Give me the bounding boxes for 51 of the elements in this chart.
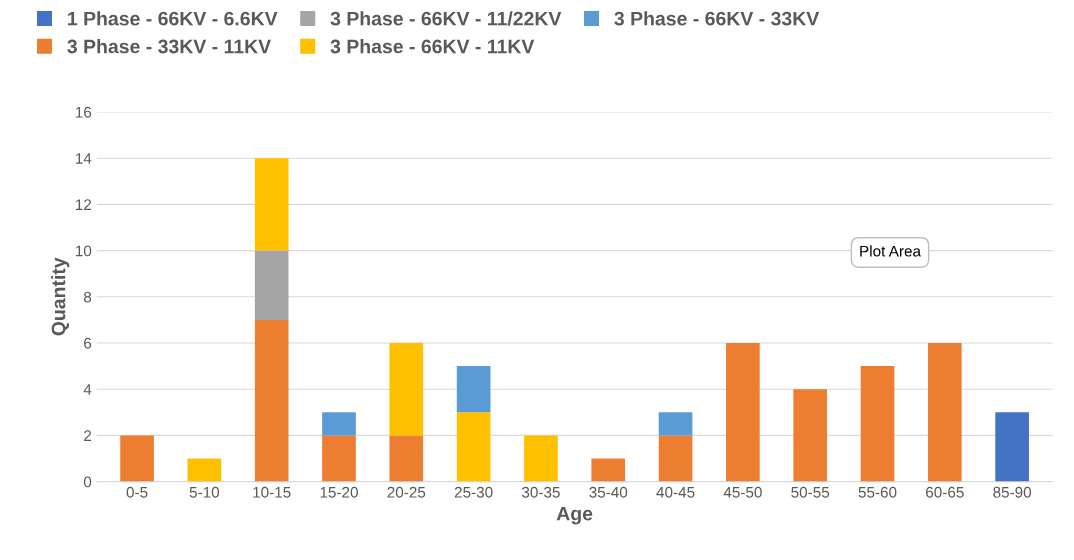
bar [658, 412, 693, 436]
bar [524, 435, 558, 482]
bar [322, 435, 356, 482]
legend-label: 3 Phase - 33KV - 11KV [67, 39, 271, 54]
y-tick-label: 2 [84, 430, 92, 441]
x-tick-label: 5-10 [189, 486, 220, 498]
bar [456, 412, 491, 482]
y-tick-label: 10 [75, 245, 92, 257]
x-tick-label: 55-60 [858, 486, 897, 498]
bar [726, 343, 760, 482]
bar [254, 319, 289, 482]
x-tick-label: 30-35 [521, 486, 560, 498]
bar [995, 412, 1029, 482]
bar [591, 458, 626, 482]
x-axis-title: Age [556, 506, 593, 525]
legend-label: 1 Phase - 66KV - 6.6KV [68, 11, 278, 26]
x-tick-label: 50-55 [791, 486, 830, 498]
bar [860, 366, 895, 482]
legend-label: 3 Phase - 66KV - 11/22KV [330, 11, 562, 26]
y-tick-label: 4 [83, 384, 92, 395]
y-axis-title: Quantity [51, 257, 70, 336]
bar [389, 435, 424, 482]
bar [927, 343, 962, 482]
x-tick-label: 15-20 [320, 486, 358, 498]
legend-label: 3 Phase - 66KV - 33KV [614, 11, 820, 26]
x-tick-label: 40-45 [656, 486, 695, 498]
bar [658, 435, 693, 482]
bar [120, 435, 154, 482]
x-tick-label: 0-5 [126, 486, 148, 498]
bar [254, 158, 289, 251]
x-tick-label: 85-90 [993, 486, 1032, 498]
y-tick-label: 14 [75, 153, 92, 164]
bar [793, 389, 828, 482]
x-tick-label: 25-30 [454, 486, 493, 498]
bar [187, 458, 222, 482]
bar [389, 343, 424, 436]
bar [322, 412, 356, 436]
y-tick-label: 6 [84, 337, 92, 349]
annotation: Plot Area [860, 245, 922, 257]
x-tick-label: 45-50 [723, 486, 762, 498]
x-tick-label: 20-25 [387, 486, 426, 498]
x-tick-label: 35-40 [589, 486, 628, 498]
y-tick-label: 16 [75, 106, 92, 118]
y-tick-label: 12 [75, 199, 92, 210]
x-tick-label: 60-65 [926, 486, 964, 498]
y-tick-label: 8 [83, 291, 92, 303]
x-tick-label: 10-15 [253, 486, 291, 498]
y-tick-label: 0 [83, 476, 92, 488]
bar [254, 250, 289, 320]
legend-label: 3 Phase - 66KV - 11KV [330, 39, 535, 54]
bar [456, 366, 491, 413]
